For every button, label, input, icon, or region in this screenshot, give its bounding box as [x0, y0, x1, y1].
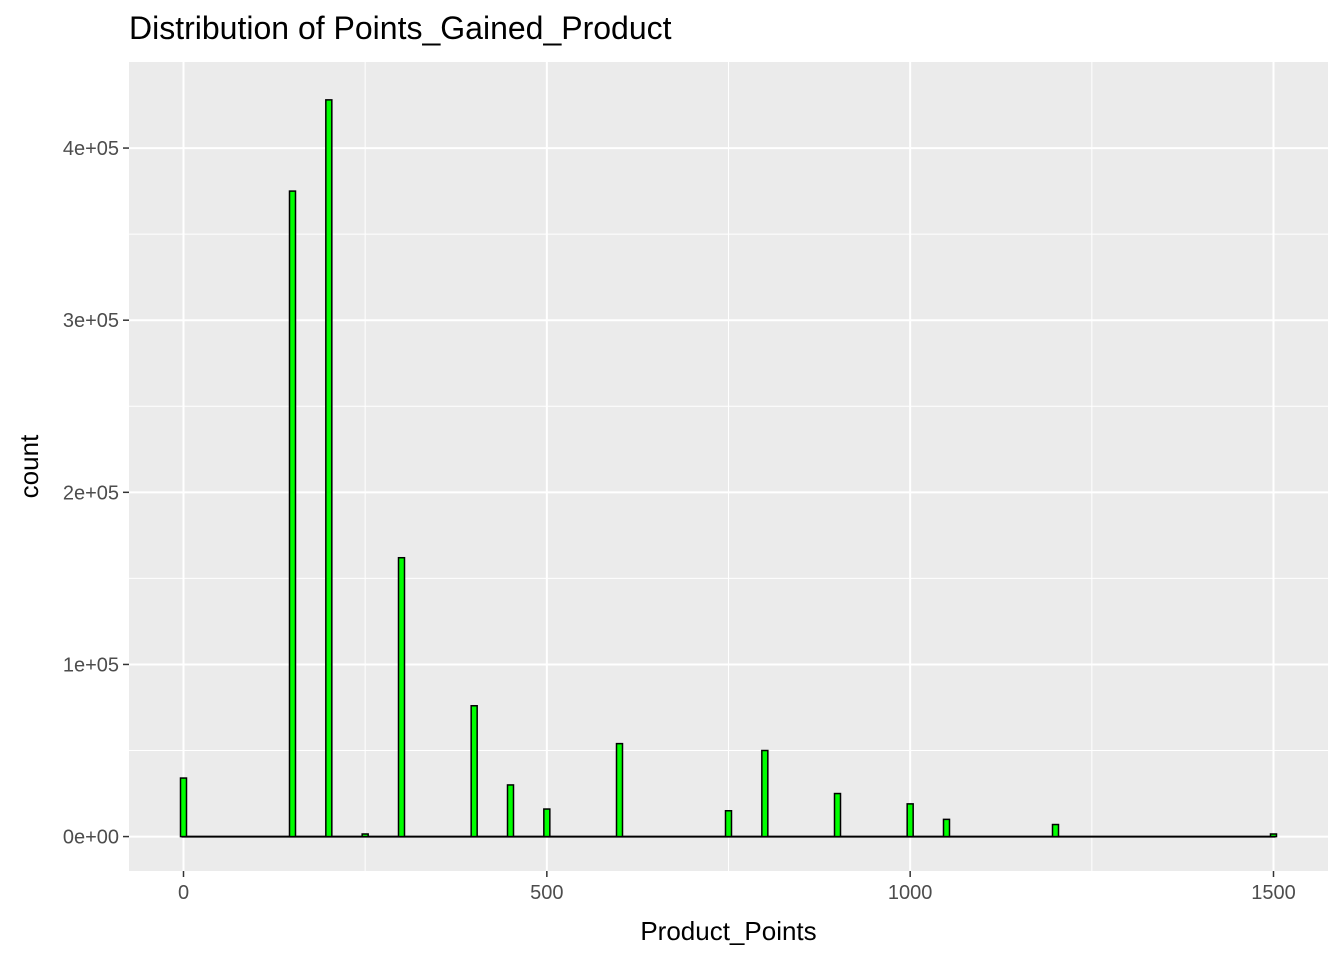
bar: [397, 556, 406, 838]
bar: [179, 777, 188, 838]
y-axis-title: count: [14, 434, 44, 498]
bar: [506, 784, 515, 838]
bar: [761, 749, 769, 838]
bar: [1051, 823, 1060, 838]
y-tick-label: 1e+05: [63, 654, 119, 676]
bar: [470, 705, 478, 838]
bar: [288, 190, 297, 838]
y-tick-label: 3e+05: [63, 310, 119, 332]
bar: [1269, 833, 1278, 838]
bar: [724, 810, 733, 838]
bar: [906, 803, 914, 838]
y-axis: 0e+00 1e+05 2e+05 3e+05 4e+05: [63, 138, 129, 849]
bar: [325, 99, 333, 838]
bars: [179, 99, 1278, 838]
x-axis: 0 500 1000 1500: [178, 871, 1296, 904]
x-tick-label: 0: [178, 882, 189, 904]
x-tick-label: 500: [530, 882, 563, 904]
bar: [833, 792, 842, 838]
y-tick-label: 2e+05: [63, 482, 119, 504]
bar: [543, 808, 551, 838]
x-tick-label: 1500: [1251, 882, 1296, 904]
y-tick-label: 0e+00: [63, 827, 119, 849]
chart-title: Distribution of Points_Gained_Product: [129, 10, 672, 46]
x-tick-label: 1000: [888, 882, 933, 904]
bar: [942, 818, 951, 838]
bar: [361, 833, 369, 838]
bar: [615, 742, 624, 838]
x-axis-title: Product_Points: [640, 916, 816, 946]
y-tick-label: 4e+05: [63, 138, 119, 160]
